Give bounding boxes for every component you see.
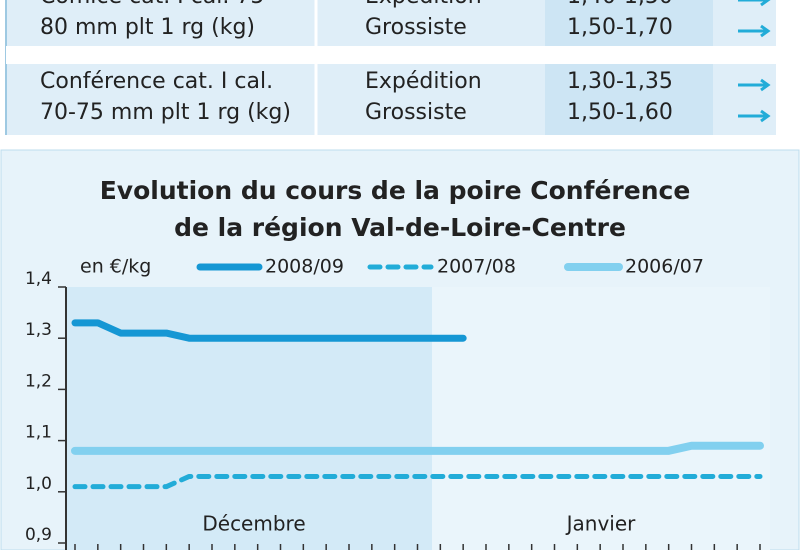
y-tick-label: 1,1 — [25, 423, 52, 443]
price-cell: 1,50-1,60 — [567, 100, 673, 125]
trend-arrow — [738, 78, 771, 92]
legend-label: 2006/07 — [625, 256, 704, 278]
month-label: Janvier — [565, 512, 637, 536]
product-cell: 80 mm plt 1 rg (kg) — [40, 15, 255, 40]
month-band — [432, 287, 770, 553]
series-line — [72, 473, 763, 490]
month-label: Décembre — [202, 512, 305, 536]
legend-label: 2008/09 — [265, 256, 344, 278]
trend-arrow — [738, 24, 771, 38]
price-cell: 1,30-1,35 — [567, 69, 673, 94]
y-tick-label: 1,3 — [25, 320, 52, 340]
table: Comice cat. I cal. 75- Expédition 1,40-1,5… — [40, 0, 771, 125]
product-cell: Comice cat. I cal. 75- — [40, 0, 272, 9]
row-separator — [6, 46, 776, 64]
trend-arrow — [738, 0, 771, 7]
series-line — [71, 319, 467, 342]
y-axis-unit: en €/kg — [80, 256, 151, 278]
series-line — [71, 441, 764, 455]
y-tick-label: 0,9 — [25, 525, 52, 545]
legend-label: 2007/08 — [437, 256, 516, 278]
y-tick-label: 1,0 — [25, 474, 52, 494]
trend-arrow — [738, 109, 771, 123]
chart-title: Evolution du cours de la poire Conférenc… — [100, 176, 691, 205]
price-column — [545, 0, 713, 135]
price-cell: 1,40-1,50 — [567, 0, 673, 9]
y-tick-label: 1,4 — [25, 269, 52, 289]
market-cell: Expédition — [365, 69, 482, 94]
market-cell: Grossiste — [365, 15, 467, 40]
market-cell: Expédition — [365, 0, 482, 9]
price-cell: 1,50-1,70 — [567, 15, 673, 40]
product-cell: 70-75 mm plt 1 rg (kg) — [40, 100, 291, 125]
market-cell: Grossiste — [365, 100, 467, 125]
plot: Décembre Janvier 0,9 1,0 1,1 1,2 1,3 1,4 2008/09… — [25, 256, 770, 553]
product-cell: Conférence cat. I cal. — [40, 69, 273, 94]
chart-title: de la région Val-de-Loire-Centre — [174, 213, 626, 242]
y-tick-label: 1,2 — [25, 371, 52, 391]
